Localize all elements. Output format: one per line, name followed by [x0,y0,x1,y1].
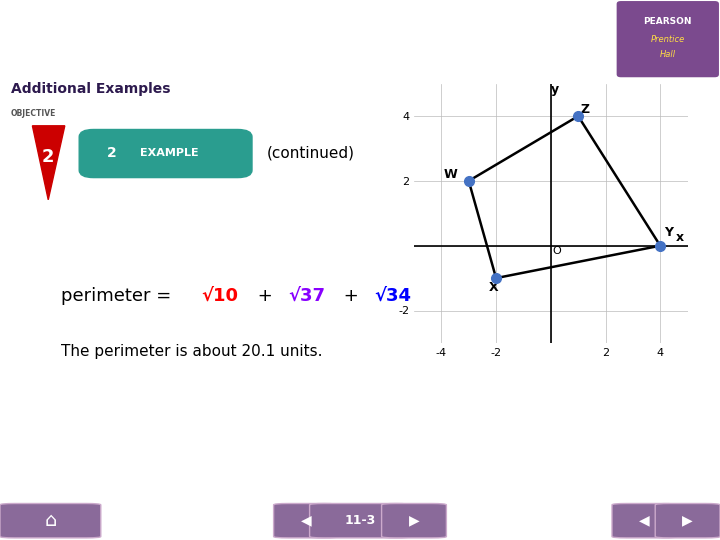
Text: +: + [252,287,279,305]
Text: X: X [489,281,498,294]
Text: ▶: ▶ [409,514,419,528]
Text: ⌂: ⌂ [44,511,57,530]
Polygon shape [32,126,65,200]
FancyBboxPatch shape [616,0,720,78]
Text: OBJECTIVE: OBJECTIVE [11,109,56,118]
Text: +: + [338,287,365,305]
FancyBboxPatch shape [655,503,720,538]
Text: PRE-ALGEBRA LESSON 11-3: PRE-ALGEBRA LESSON 11-3 [14,61,165,71]
Text: ▶: ▶ [683,514,693,528]
Text: √10: √10 [202,287,238,305]
Text: 5: 5 [464,287,477,305]
Text: ◀: ◀ [639,514,649,528]
FancyBboxPatch shape [274,503,338,538]
FancyBboxPatch shape [79,130,252,178]
Text: EXAMPLE: EXAMPLE [140,148,199,158]
Text: (continued): (continued) [266,146,354,161]
Text: ◀: ◀ [301,514,311,528]
Text: √37: √37 [288,287,325,305]
Text: PAGE: PAGE [653,482,686,492]
Text: 2: 2 [42,148,55,166]
Text: 2: 2 [107,146,117,160]
Text: PEARSON: PEARSON [644,17,692,26]
Text: 11-3: 11-3 [344,514,376,527]
Text: √34: √34 [374,287,411,305]
Text: O: O [552,246,561,256]
FancyBboxPatch shape [382,503,446,538]
Text: MAIN MENU: MAIN MENU [14,482,87,492]
Text: Y: Y [665,226,673,239]
Text: The perimeter is about 20.1 units.: The perimeter is about 20.1 units. [61,344,323,359]
Text: Prentice: Prentice [651,35,685,44]
Text: x: x [675,231,683,244]
Text: Distance and Midpoint Formulas: Distance and Midpoint Formulas [14,28,420,48]
Text: W: W [444,167,458,181]
FancyBboxPatch shape [310,503,410,538]
FancyBboxPatch shape [0,503,101,538]
Text: ≈ 20.1: ≈ 20.1 [486,287,552,305]
Text: LESSON: LESSON [336,482,384,492]
Text: Additional Examples: Additional Examples [11,82,171,96]
Text: perimeter =: perimeter = [61,287,177,305]
FancyBboxPatch shape [612,503,677,538]
Text: Z: Z [581,103,590,116]
Text: +: + [425,287,451,305]
Text: Hall: Hall [660,50,676,59]
Text: y: y [551,83,559,97]
